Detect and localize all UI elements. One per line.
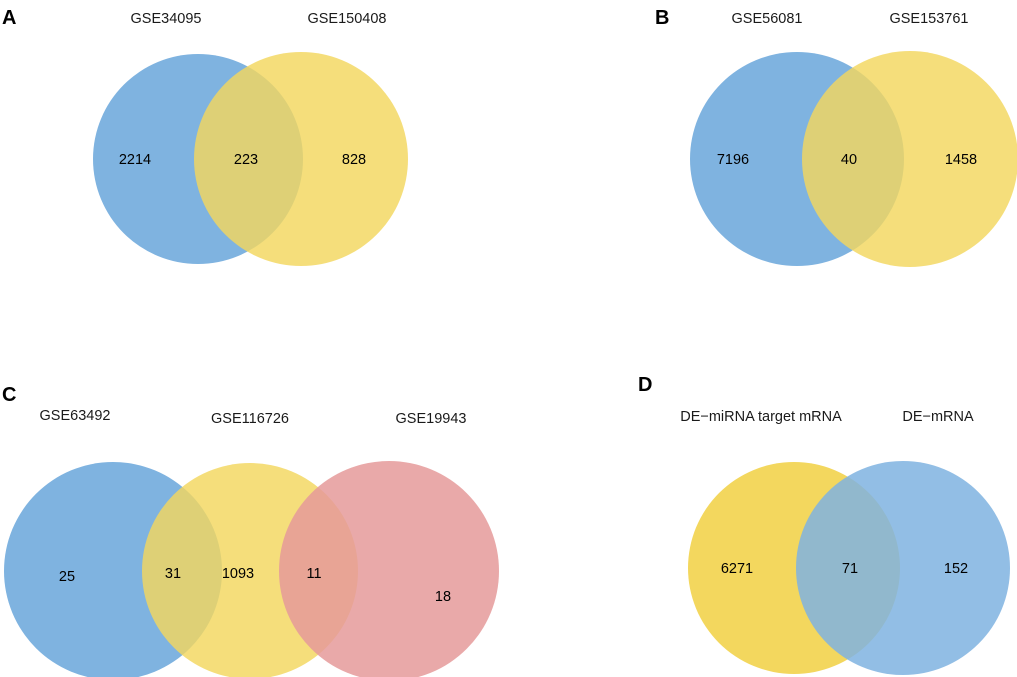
panel-c-set-3-label: GSE19943 [396, 411, 467, 427]
panel-a-only-2-count: 828 [342, 152, 366, 168]
panel-c: C GSE63492 GSE116726 GSE19943 25 31 1093… [2, 384, 499, 677]
panel-d-set-2-label: DE−mRNA [902, 409, 974, 425]
panel-b-overlap-count: 40 [841, 152, 857, 168]
panel-c-circle-3 [279, 461, 499, 677]
panel-d-only-1-count: 6271 [721, 561, 753, 577]
panel-d-circle-2 [796, 461, 1010, 675]
panel-a-set-2-label: GSE150408 [307, 11, 386, 27]
panel-b: B GSE56081 GSE153761 7196 40 1458 [655, 7, 1017, 267]
panel-a-circle-2 [194, 52, 408, 266]
panel-c-overlap-23-count: 11 [306, 566, 321, 582]
panel-b-circle-2 [802, 51, 1017, 267]
panel-b-set-1-label: GSE56081 [732, 11, 803, 27]
panel-c-letter: C [2, 384, 16, 406]
panel-c-set-1-label: GSE63492 [40, 408, 111, 424]
panel-a: A GSE34095 GSE150408 2214 223 828 [2, 7, 408, 266]
panel-b-only-2-count: 1458 [945, 152, 977, 168]
panel-d-set-1-label: DE−miRNA target mRNA [680, 409, 842, 425]
panel-c-overlap-12-count: 31 [165, 566, 181, 582]
panel-d: D DE−miRNA target mRNA DE−mRNA 6271 71 1… [638, 374, 1010, 675]
panel-c-set-2-label: GSE116726 [211, 411, 289, 427]
panel-b-only-1-count: 7196 [717, 152, 749, 168]
panel-d-only-2-count: 152 [944, 561, 968, 577]
panel-a-only-1-count: 2214 [119, 152, 151, 168]
panel-a-set-1-label: GSE34095 [131, 11, 202, 27]
panel-d-letter: D [638, 374, 652, 396]
panel-d-overlap-count: 71 [842, 561, 858, 577]
panel-b-set-2-label: GSE153761 [889, 11, 968, 27]
panel-c-only-3-count: 18 [435, 589, 451, 605]
panel-c-only-2-count: 1093 [222, 566, 254, 582]
panel-c-only-1-count: 25 [59, 569, 75, 585]
panel-a-overlap-count: 223 [234, 152, 258, 168]
panel-a-letter: A [2, 7, 16, 29]
panel-b-letter: B [655, 7, 669, 29]
